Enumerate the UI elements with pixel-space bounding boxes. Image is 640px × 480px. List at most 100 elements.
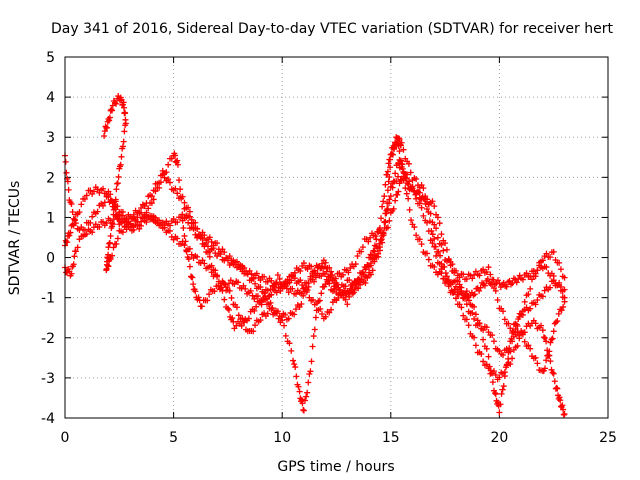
data-point <box>501 369 508 376</box>
data-point <box>157 172 164 179</box>
data-point <box>156 179 163 186</box>
data-point <box>286 340 293 347</box>
data-point <box>247 287 254 294</box>
data-point <box>227 277 234 284</box>
data-point <box>429 231 436 238</box>
data-point <box>159 167 166 174</box>
data-point <box>543 264 550 271</box>
data-point <box>252 322 259 329</box>
data-point <box>396 180 403 187</box>
data-point <box>392 170 399 177</box>
data-point <box>362 266 369 273</box>
data-point <box>235 279 242 286</box>
data-point <box>557 287 564 294</box>
data-point <box>163 169 170 176</box>
data-point <box>556 394 563 401</box>
data-point <box>331 286 338 293</box>
data-point <box>336 270 343 277</box>
data-point <box>228 257 235 264</box>
data-point <box>116 216 123 223</box>
data-point <box>418 204 425 211</box>
data-point <box>300 406 307 413</box>
data-point <box>285 315 292 322</box>
data-point <box>395 188 402 195</box>
data-point <box>319 260 326 267</box>
data-point <box>89 229 96 236</box>
data-point <box>561 286 568 293</box>
data-point <box>103 220 110 227</box>
data-point <box>483 268 490 275</box>
data-point <box>528 276 535 283</box>
data-point <box>65 186 72 193</box>
data-point <box>402 175 409 182</box>
data-point <box>268 277 275 284</box>
data-point <box>387 164 394 171</box>
data-point <box>480 327 487 334</box>
data-point <box>554 385 561 392</box>
data-point <box>394 191 401 198</box>
data-point <box>469 275 476 282</box>
data-point <box>150 196 157 203</box>
data-point <box>176 177 183 184</box>
data-point <box>199 235 206 242</box>
data-point <box>257 277 264 284</box>
data-point <box>264 278 271 285</box>
data-point <box>438 265 445 272</box>
data-point <box>396 136 403 143</box>
data-point <box>458 290 465 297</box>
data-point <box>525 342 532 349</box>
data-point <box>269 304 276 311</box>
data-point <box>557 266 564 273</box>
data-point <box>405 195 412 202</box>
data-point <box>119 229 126 236</box>
data-point <box>352 283 359 290</box>
data-point <box>174 157 181 164</box>
data-point <box>465 322 472 329</box>
data-point <box>165 176 172 183</box>
series-sat-c <box>101 93 568 418</box>
data-point <box>492 390 499 397</box>
data-point <box>138 222 145 229</box>
data-point <box>549 369 556 376</box>
data-point <box>109 219 116 226</box>
data-point <box>174 190 181 197</box>
data-point <box>166 179 173 186</box>
data-point <box>431 235 438 242</box>
data-point <box>326 264 333 271</box>
data-point <box>68 200 75 207</box>
data-point <box>561 274 568 281</box>
data-point <box>297 268 304 275</box>
data-point <box>119 145 126 152</box>
data-point <box>483 324 490 331</box>
data-point <box>66 232 73 239</box>
data-point <box>345 269 352 276</box>
data-point <box>268 306 275 313</box>
data-point <box>311 326 318 333</box>
data-point <box>463 316 470 323</box>
data-point <box>476 287 483 294</box>
data-point <box>386 217 393 224</box>
data-point <box>383 210 390 217</box>
data-point <box>431 243 438 250</box>
data-point <box>393 178 400 185</box>
data-point <box>362 280 369 287</box>
data-point <box>304 389 311 396</box>
y-tick-label: 4 <box>46 90 55 106</box>
data-point <box>507 325 514 332</box>
data-point <box>462 295 469 302</box>
data-point <box>64 178 71 185</box>
data-point <box>434 234 441 241</box>
data-point <box>308 358 315 365</box>
data-point <box>106 240 113 247</box>
data-point <box>438 241 445 248</box>
data-point <box>398 139 405 146</box>
data-point <box>281 322 288 329</box>
data-point <box>369 256 376 263</box>
data-point <box>335 294 342 301</box>
data-point <box>147 216 154 223</box>
data-point <box>351 286 358 293</box>
data-point <box>296 388 303 395</box>
data-point <box>267 299 274 306</box>
data-point <box>502 282 509 289</box>
